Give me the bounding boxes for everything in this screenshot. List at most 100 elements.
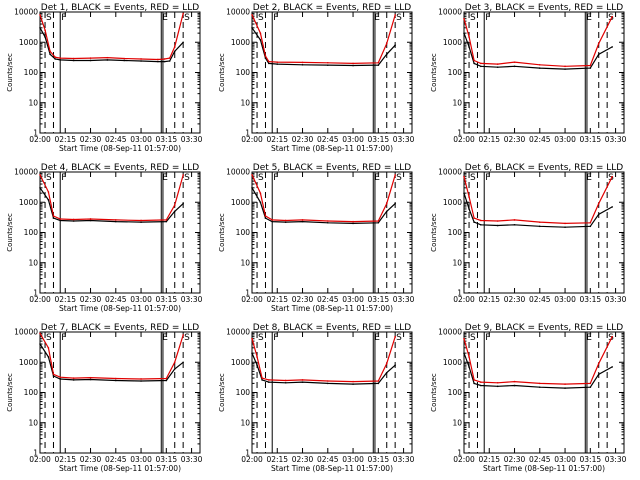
data-point (39, 187, 41, 189)
data-point (251, 27, 253, 29)
data-point (173, 204, 176, 206)
data-point (284, 381, 287, 384)
x-tick-label: 03:00 (130, 455, 152, 464)
data-point (564, 383, 566, 385)
plot-frame (39, 11, 201, 134)
x-tick-label: 02:15 (54, 135, 76, 144)
data-point (473, 382, 475, 385)
data-point (284, 221, 287, 223)
data-point (597, 362, 600, 365)
panel-title: Det 2, BLACK = Events, RED = LLD (253, 3, 412, 13)
data-point (44, 36, 46, 38)
data-point (352, 222, 354, 225)
data-point (140, 58, 142, 60)
data-point (72, 218, 75, 221)
data-point (182, 202, 184, 205)
x-tick-label: 03:30 (393, 455, 415, 464)
event-flag-label: E (586, 173, 592, 183)
data-point (173, 210, 176, 213)
data-point (468, 356, 470, 358)
x-tick-label: 02:30 (292, 455, 314, 464)
data-point (564, 68, 566, 70)
y-tick-label: 1 (33, 289, 38, 298)
data-point (157, 60, 159, 63)
y-tick-label: 10 (240, 258, 250, 267)
data-point (480, 219, 482, 222)
y-tick-label: 10 (240, 98, 250, 107)
data-point (49, 53, 51, 56)
panel-title: Det 6, BLACK = Events, RED = LLD (465, 163, 624, 173)
data-point (377, 220, 380, 222)
y-tick-label: 100 (24, 228, 39, 237)
y-tick-label: 10 (28, 418, 38, 427)
data-point (326, 61, 329, 64)
data-point (182, 41, 184, 44)
x-tick-label: 02:15 (478, 135, 500, 144)
x-tick-label: 03:15 (156, 135, 178, 144)
x-axis-label: Start Time (08-Sep-11 01:57:00) (483, 464, 605, 473)
data-point (72, 59, 75, 62)
data-point (259, 32, 262, 34)
data-point (165, 219, 168, 221)
x-axis-label: Start Time (08-Sep-11 01:57:00) (271, 464, 393, 473)
data-point (538, 67, 541, 69)
data-point (564, 65, 566, 68)
event-flag-label: S (46, 333, 52, 343)
x-tick-label: 03:15 (368, 135, 390, 144)
event-flag-label: E (374, 333, 380, 343)
x-axis-label: Start Time (08-Sep-11 01:57:00) (271, 144, 393, 153)
data-point (611, 335, 614, 338)
data-point (564, 226, 566, 228)
y-axis-label: Counts/sec (6, 213, 14, 252)
data-point (463, 192, 465, 194)
y-tick-label: 100 (24, 68, 39, 77)
y-tick-label: 10000 (14, 168, 38, 177)
x-tick-label: 03:00 (554, 295, 576, 304)
plot-frame (251, 331, 413, 454)
x-tick-label: 03:30 (181, 135, 203, 144)
data-point (276, 63, 279, 65)
x-tick-label: 02:00 (453, 295, 475, 304)
y-tick-label: 100 (236, 68, 251, 77)
x-tick-label: 02:30 (80, 455, 102, 464)
panel-8: Det 8, BLACK = Events, RED = LLD 1 10 100 10… (218, 323, 415, 473)
data-point (385, 42, 388, 45)
x-tick-label: 03:15 (368, 455, 390, 464)
x-tick-label: 02:00 (241, 455, 263, 464)
event-flag-label: E (374, 173, 380, 183)
data-point (496, 220, 499, 222)
plot-frame (251, 11, 413, 134)
data-point (59, 218, 62, 220)
plot-frame (463, 11, 625, 134)
x-tick-label: 02:45 (317, 135, 339, 144)
data-point (377, 64, 380, 66)
data-point (463, 337, 465, 340)
data-point (276, 61, 279, 63)
data-point (140, 380, 142, 382)
data-point (140, 219, 142, 222)
y-tick-label: 1000 (231, 358, 250, 367)
data-point (59, 378, 62, 380)
y-tick-label: 100 (236, 228, 251, 237)
panel-4: Det 4, BLACK = Events, RED = LLD 1 10 100 10… (6, 163, 203, 313)
data-point (496, 224, 499, 227)
event-flag-label: S (258, 333, 264, 343)
data-point (165, 220, 168, 223)
data-point (89, 59, 92, 62)
event-flag-label: F (485, 333, 490, 343)
data-point (59, 57, 62, 59)
data-point (394, 364, 396, 366)
x-axis-label: Start Time (08-Sep-11 01:57:00) (59, 144, 181, 153)
data-point (394, 14, 396, 16)
y-tick-label: 1 (245, 289, 250, 298)
panel-title: Det 3, BLACK = Events, RED = LLD (465, 3, 624, 13)
panel-7: Det 7, BLACK = Events, RED = LLD 1 10 100 10… (6, 323, 203, 473)
data-point (589, 386, 592, 388)
panel-title: Det 4, BLACK = Events, RED = LLD (41, 163, 200, 173)
panel-title: Det 8, BLACK = Events, RED = LLD (253, 323, 412, 333)
event-flag-label: F (61, 13, 66, 23)
data-point (597, 213, 600, 216)
event-flag-label: F (61, 333, 66, 343)
event-flag-label: S (258, 173, 264, 183)
x-tick-label: 02:00 (241, 135, 263, 144)
